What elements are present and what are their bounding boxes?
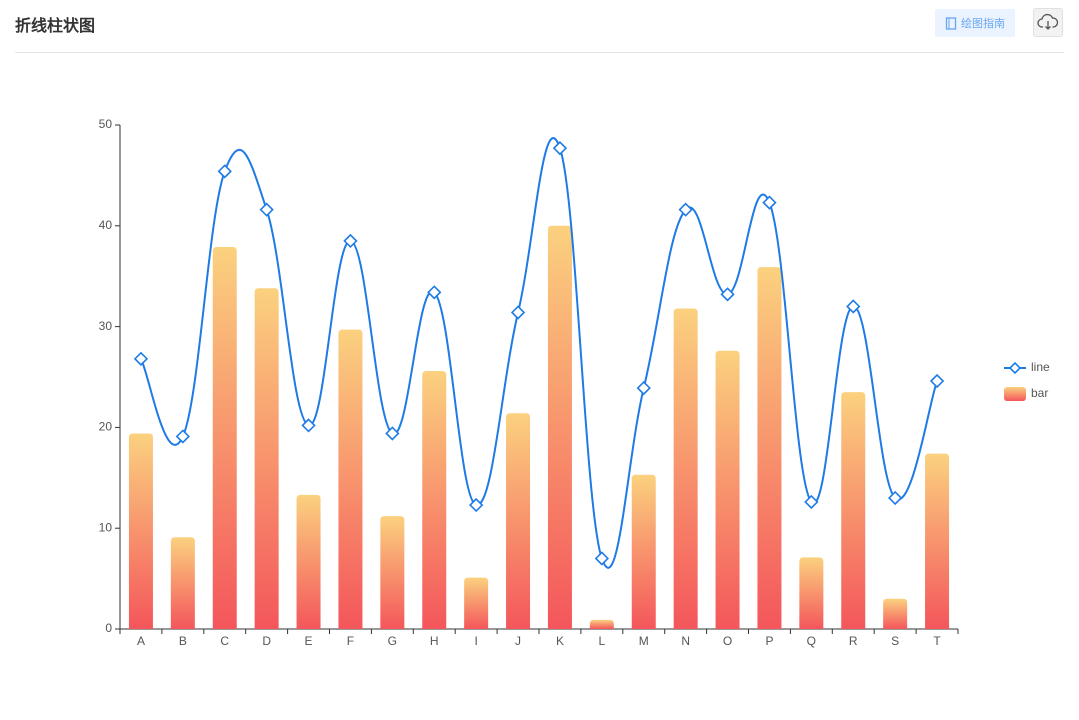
x-tick-label: G	[388, 634, 397, 648]
y-tick-label: 20	[99, 420, 113, 434]
bar	[464, 577, 489, 629]
legend-marker	[1008, 361, 1022, 375]
bar	[212, 246, 237, 629]
legend-label: line	[1031, 360, 1050, 374]
bar	[757, 267, 782, 629]
line-marker	[594, 551, 609, 566]
legend-swatch	[1004, 387, 1026, 401]
y-tick-label: 0	[105, 621, 112, 635]
line-marker	[217, 164, 232, 179]
x-tick-label: D	[262, 634, 271, 648]
bar	[128, 433, 153, 629]
line-marker	[301, 418, 316, 433]
bar	[925, 453, 950, 629]
line-marker	[846, 299, 861, 314]
x-tick-label: K	[556, 634, 564, 648]
line-marker	[636, 380, 651, 396]
x-tick-label: E	[305, 634, 313, 648]
x-tick-label: T	[933, 634, 941, 648]
x-tick-label: F	[347, 634, 354, 648]
guide-icon	[945, 16, 957, 30]
x-tick-label: H	[430, 634, 439, 648]
page-title: 折线柱状图	[15, 16, 96, 35]
x-tick-label: J	[515, 634, 521, 648]
x-tick-label: S	[891, 634, 899, 648]
bar	[296, 494, 321, 629]
bar	[715, 350, 740, 629]
x-tick-label: N	[681, 634, 690, 648]
line-marker	[133, 351, 149, 366]
bar	[799, 557, 824, 629]
line-marker	[552, 141, 568, 156]
line	[140, 137, 938, 569]
bar	[254, 288, 279, 629]
x-tick-label: I	[474, 634, 477, 648]
guide-label: 绘图指南	[961, 17, 1005, 30]
x-tick-label: M	[639, 634, 649, 648]
bar	[673, 308, 698, 629]
bar	[547, 225, 572, 630]
bar	[170, 537, 195, 629]
x-tick-label: P	[765, 634, 773, 648]
x-tick-label: L	[599, 634, 606, 648]
line-marker	[720, 287, 735, 302]
x-tick-label: C	[220, 634, 229, 648]
bar	[422, 370, 447, 629]
bar	[841, 392, 866, 629]
x-tick-label: B	[179, 634, 187, 648]
line-marker	[678, 202, 693, 217]
bar	[589, 619, 614, 629]
download-icon	[1037, 13, 1059, 30]
line-marker	[385, 426, 400, 441]
line-marker	[510, 305, 526, 320]
legend-label: bar	[1031, 386, 1048, 400]
bar	[883, 598, 908, 629]
x-tick-label: A	[137, 634, 145, 648]
line-marker	[469, 497, 484, 513]
x-tick-label: O	[723, 634, 732, 648]
y-tick-label: 10	[99, 520, 113, 534]
bar	[338, 329, 363, 629]
bar	[506, 413, 531, 629]
line-marker	[259, 202, 274, 217]
x-tick-label: Q	[807, 634, 816, 648]
line-marker	[762, 195, 777, 210]
line-marker	[804, 494, 819, 510]
bar	[380, 516, 405, 629]
x-tick-label: R	[849, 634, 858, 648]
y-tick-label: 40	[99, 218, 113, 232]
line-marker	[175, 429, 190, 444]
line-marker	[888, 490, 903, 506]
line-marker	[427, 285, 442, 300]
y-tick-label: 50	[99, 117, 113, 131]
download-button[interactable]	[1033, 8, 1063, 37]
bar	[631, 474, 656, 629]
header-divider	[15, 52, 1064, 53]
line-marker	[929, 373, 945, 389]
guide-button[interactable]: 绘图指南	[935, 9, 1015, 37]
line-marker	[343, 233, 358, 249]
y-tick-label: 30	[99, 319, 113, 333]
